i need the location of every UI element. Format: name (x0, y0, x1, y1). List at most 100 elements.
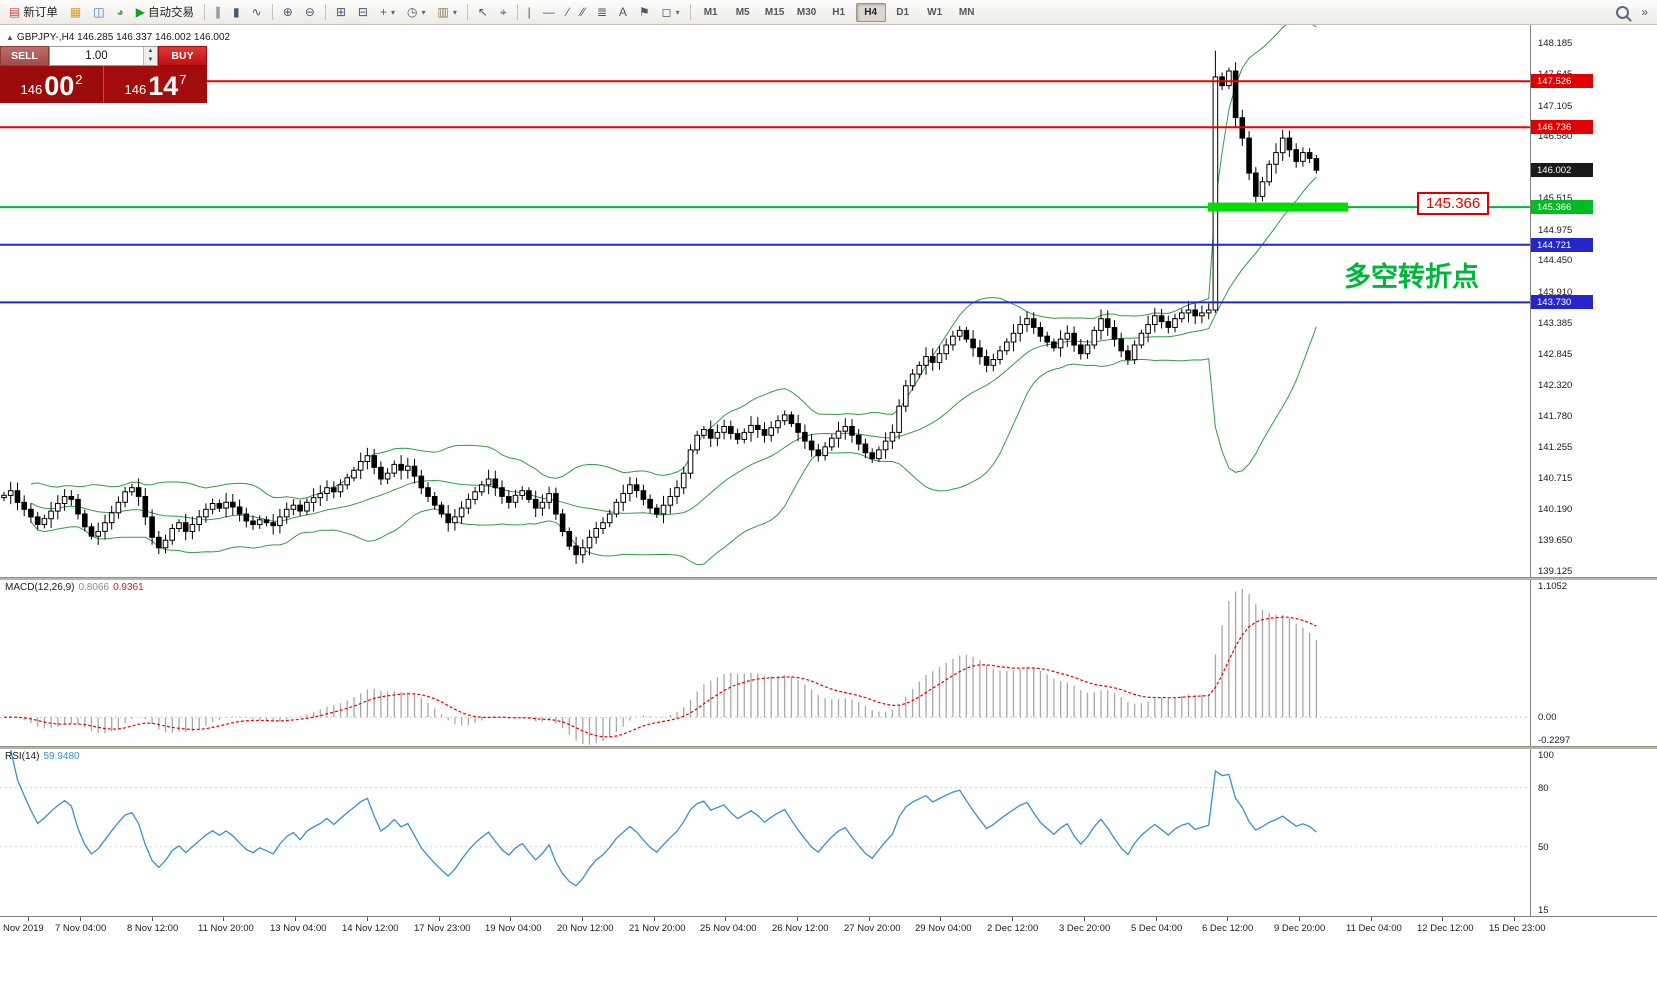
toolbar-separator (271, 4, 273, 20)
macd-splitter[interactable] (0, 577, 1657, 580)
rsi-axis-label: 80 (1538, 783, 1549, 794)
price-axis-label: 143.385 (1538, 318, 1573, 329)
vertical-line-icon: | (527, 5, 531, 19)
volume-value: 1.00 (85, 50, 108, 62)
price-level-callout[interactable]: 145.366 (1417, 192, 1490, 215)
timeframe-mn-button[interactable]: MN (958, 6, 975, 18)
price-axis-label: 143.910 (1538, 287, 1573, 298)
rsi-label: RSI(14) 59.9480 (5, 751, 80, 762)
indicators-button[interactable]: + ▾ (375, 1, 400, 23)
text-button[interactable]: A (614, 1, 632, 23)
macd-chart-svg[interactable] (0, 579, 1530, 746)
one-click-trading-panel: SELL 1.00 ▲ ▼ BUY 146 00 2 146 14 7 (0, 46, 207, 103)
shapes-button[interactable]: ◻ ▾ (657, 1, 685, 23)
timeframe-m5-button[interactable]: M5 (735, 6, 750, 18)
time-axis-tick (295, 917, 296, 921)
volume-down-button[interactable]: ▼ (144, 56, 157, 65)
zoom-in-button[interactable]: ⊕ (278, 1, 298, 23)
trendline-icon: ∕ (566, 5, 569, 19)
line-chart-type-button[interactable]: ∿ (247, 1, 267, 23)
macd-main-value: 0.8066 (78, 582, 110, 593)
macd-axis-label: 1.1052 (1538, 581, 1568, 592)
price-axis-tag: 147.526 (1531, 74, 1593, 88)
fibonacci-button[interactable]: ≣ (592, 1, 612, 23)
buy-price-button[interactable]: 146 14 7 (103, 66, 207, 103)
horizontal-line-button[interactable]: — (538, 1, 560, 23)
candlestick-chart-type-button[interactable]: ▮ (228, 1, 245, 23)
time-axis-tick (1156, 917, 1157, 921)
price-chart-svg[interactable] (0, 25, 1530, 577)
time-axis-tick (1084, 917, 1085, 921)
time-axis-label: 20 Nov 12:00 (557, 923, 614, 934)
autotrading-button-label: 自动交易 (148, 7, 195, 19)
new-order-button[interactable]: ▤ 新订单 (4, 1, 63, 23)
time-axis-label: 11 Nov 20:00 (198, 923, 254, 934)
bar-chart-type-button[interactable]: ∥ (210, 1, 226, 23)
timeframe-h4-button[interactable]: H4 (855, 2, 886, 22)
price-axis-label: 148.185 (1538, 38, 1573, 49)
autotrading-button[interactable]: ▶ 自动交易 (131, 1, 199, 23)
toolbar-separator (689, 4, 691, 20)
price-axis-label: 147.105 (1538, 101, 1573, 112)
sell-price-button[interactable]: 146 00 2 (0, 66, 103, 103)
volume-up-button[interactable]: ▲ (144, 47, 157, 56)
periods-button[interactable]: ◷ ▾ (402, 1, 431, 23)
turning-point-annotation[interactable]: 多空转折点 (1344, 262, 1479, 292)
timeframe-w1-button[interactable]: W1 (927, 6, 943, 18)
toolbar-overflow-button[interactable]: » (1636, 1, 1653, 23)
cascade-windows-button[interactable]: ⊟ (353, 1, 373, 23)
shapes-icon: ◻ (661, 5, 672, 19)
profile-button[interactable]: ◫ (88, 1, 109, 23)
macd-panel[interactable]: MACD(12,26,9) 0.8066 0.9361 (0, 579, 1530, 746)
vertical-line-button[interactable]: | (523, 1, 536, 23)
channel-button[interactable]: ∕∕ (576, 1, 590, 23)
rsi-chart-svg[interactable] (0, 748, 1530, 916)
zoom-out-button[interactable]: ⊖ (300, 1, 320, 23)
time-axis[interactable]: Nov 2019 7 Nov 04:00 8 Nov 12:00 11 Nov 20:… (0, 916, 1657, 943)
buy-button[interactable]: BUY (158, 46, 207, 66)
time-axis-label: 9 Dec 20:00 (1274, 923, 1326, 934)
help-button[interactable]: ◕ (112, 1, 129, 23)
time-axis-label: Nov 2019 (3, 923, 44, 934)
fibonacci-icon: ≣ (596, 5, 607, 19)
time-axis-tick (869, 917, 870, 921)
timeframe-m15-button[interactable]: M15 (764, 6, 785, 18)
trendline-button[interactable]: ∕ (562, 1, 574, 23)
chart-window-button[interactable]: ▦ (65, 1, 86, 23)
tile-windows-button[interactable]: ⊞ (331, 1, 351, 23)
time-axis-label: 12 Dec 12:00 (1417, 923, 1474, 934)
templates-button[interactable]: ▥ ▾ (432, 1, 461, 23)
horizontal-line-icon: — (542, 5, 555, 19)
time-axis-tick (1514, 917, 1515, 921)
macd-label: MACD(12,26,9) 0.8066 0.9361 (5, 582, 144, 593)
timeframe-d1-button[interactable]: D1 (896, 6, 910, 18)
time-axis-tick (28, 917, 29, 921)
time-axis-label: 17 Nov 23:00 (414, 923, 471, 934)
crosshair-icon: ⌖ (499, 5, 507, 19)
timeframe-m30-button[interactable]: M30 (796, 6, 817, 18)
new-order-button-label: 新订单 (23, 7, 58, 19)
price-chart-panel[interactable]: ▲ GBPJPY-,H4 146.285 146.337 146.002 146.… (0, 25, 1530, 577)
rsi-splitter[interactable] (0, 746, 1657, 749)
arrows-button[interactable]: ⚑ (634, 1, 655, 23)
chart-window-icon: ▦ (69, 5, 82, 19)
crosshair-button[interactable]: ⌖ (495, 1, 512, 23)
cursor-button[interactable]: ↖ (473, 1, 493, 23)
buy-price-pips: 14 (148, 71, 179, 102)
toolbar-left-group: ▤ 新订单 ▦ ◫ ◕ ▶ 自动交易 ∥ ▮ ∿ ⊕ ⊖ ⊞ ⊟ + ▾ ◷ ▾ ▥ ▾ ↖ ⌖ | — ∕ ∕∕ ≣ A ⚑ ◻ ▾ (3, 1, 695, 23)
search-icon (1616, 5, 1630, 19)
time-axis-tick (1012, 917, 1013, 921)
timeframe-m1-button[interactable]: M1 (703, 6, 718, 18)
time-axis-tick (367, 917, 368, 921)
search-button[interactable] (1611, 1, 1634, 23)
price-axis[interactable]: 148.185147.645147.105146.580145.515144.9… (1530, 25, 1657, 916)
chevron-down-icon: ▾ (390, 7, 395, 17)
toolbar-separator (466, 4, 468, 20)
timeframe-h1-button[interactable]: H1 (832, 6, 846, 18)
volume-input[interactable]: 1.00 ▲ ▼ (49, 46, 158, 66)
rsi-panel[interactable]: RSI(14) 59.9480 (0, 748, 1530, 916)
price-axis-tag: 145.366 (1531, 200, 1593, 214)
profiles-icon: ◫ (93, 5, 105, 19)
symbol-quotes: 146.285 146.337 146.002 146.002 (77, 32, 231, 43)
sell-button[interactable]: SELL (0, 46, 49, 66)
